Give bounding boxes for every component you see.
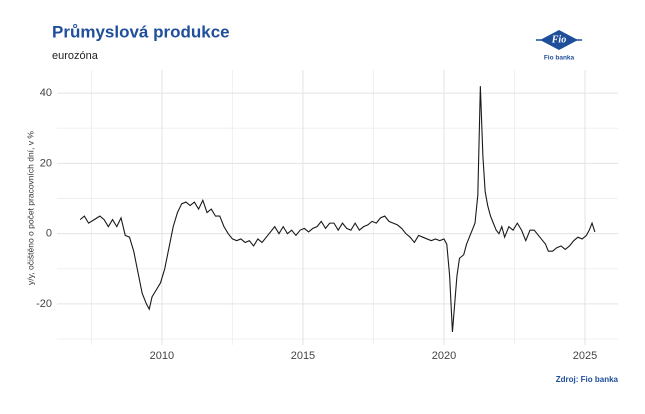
x-tick-label: 2015 <box>291 350 315 362</box>
chart-title: Průmyslová produkce <box>52 22 230 41</box>
y-tick-label: -20 <box>36 298 52 310</box>
source: Zdroj: Fio banka <box>556 375 619 384</box>
y-tick-label: 40 <box>40 87 52 99</box>
logo: Fio Fio banka <box>536 30 582 62</box>
x-tick-label: 2010 <box>150 350 174 362</box>
chart-subtitle: eurozóna <box>52 50 99 62</box>
data-line <box>79 86 596 333</box>
y-tick-label: 20 <box>40 157 52 169</box>
x-tick-label: 2020 <box>432 350 456 362</box>
y-tick-label: 0 <box>46 228 52 240</box>
logo-caption: Fio banka <box>544 55 575 62</box>
y-axis-label: y/y, očištěno o počet pracovních dní, v … <box>25 131 35 285</box>
logo-text: Fio <box>551 34 566 45</box>
x-tick-label: 2025 <box>573 350 597 362</box>
